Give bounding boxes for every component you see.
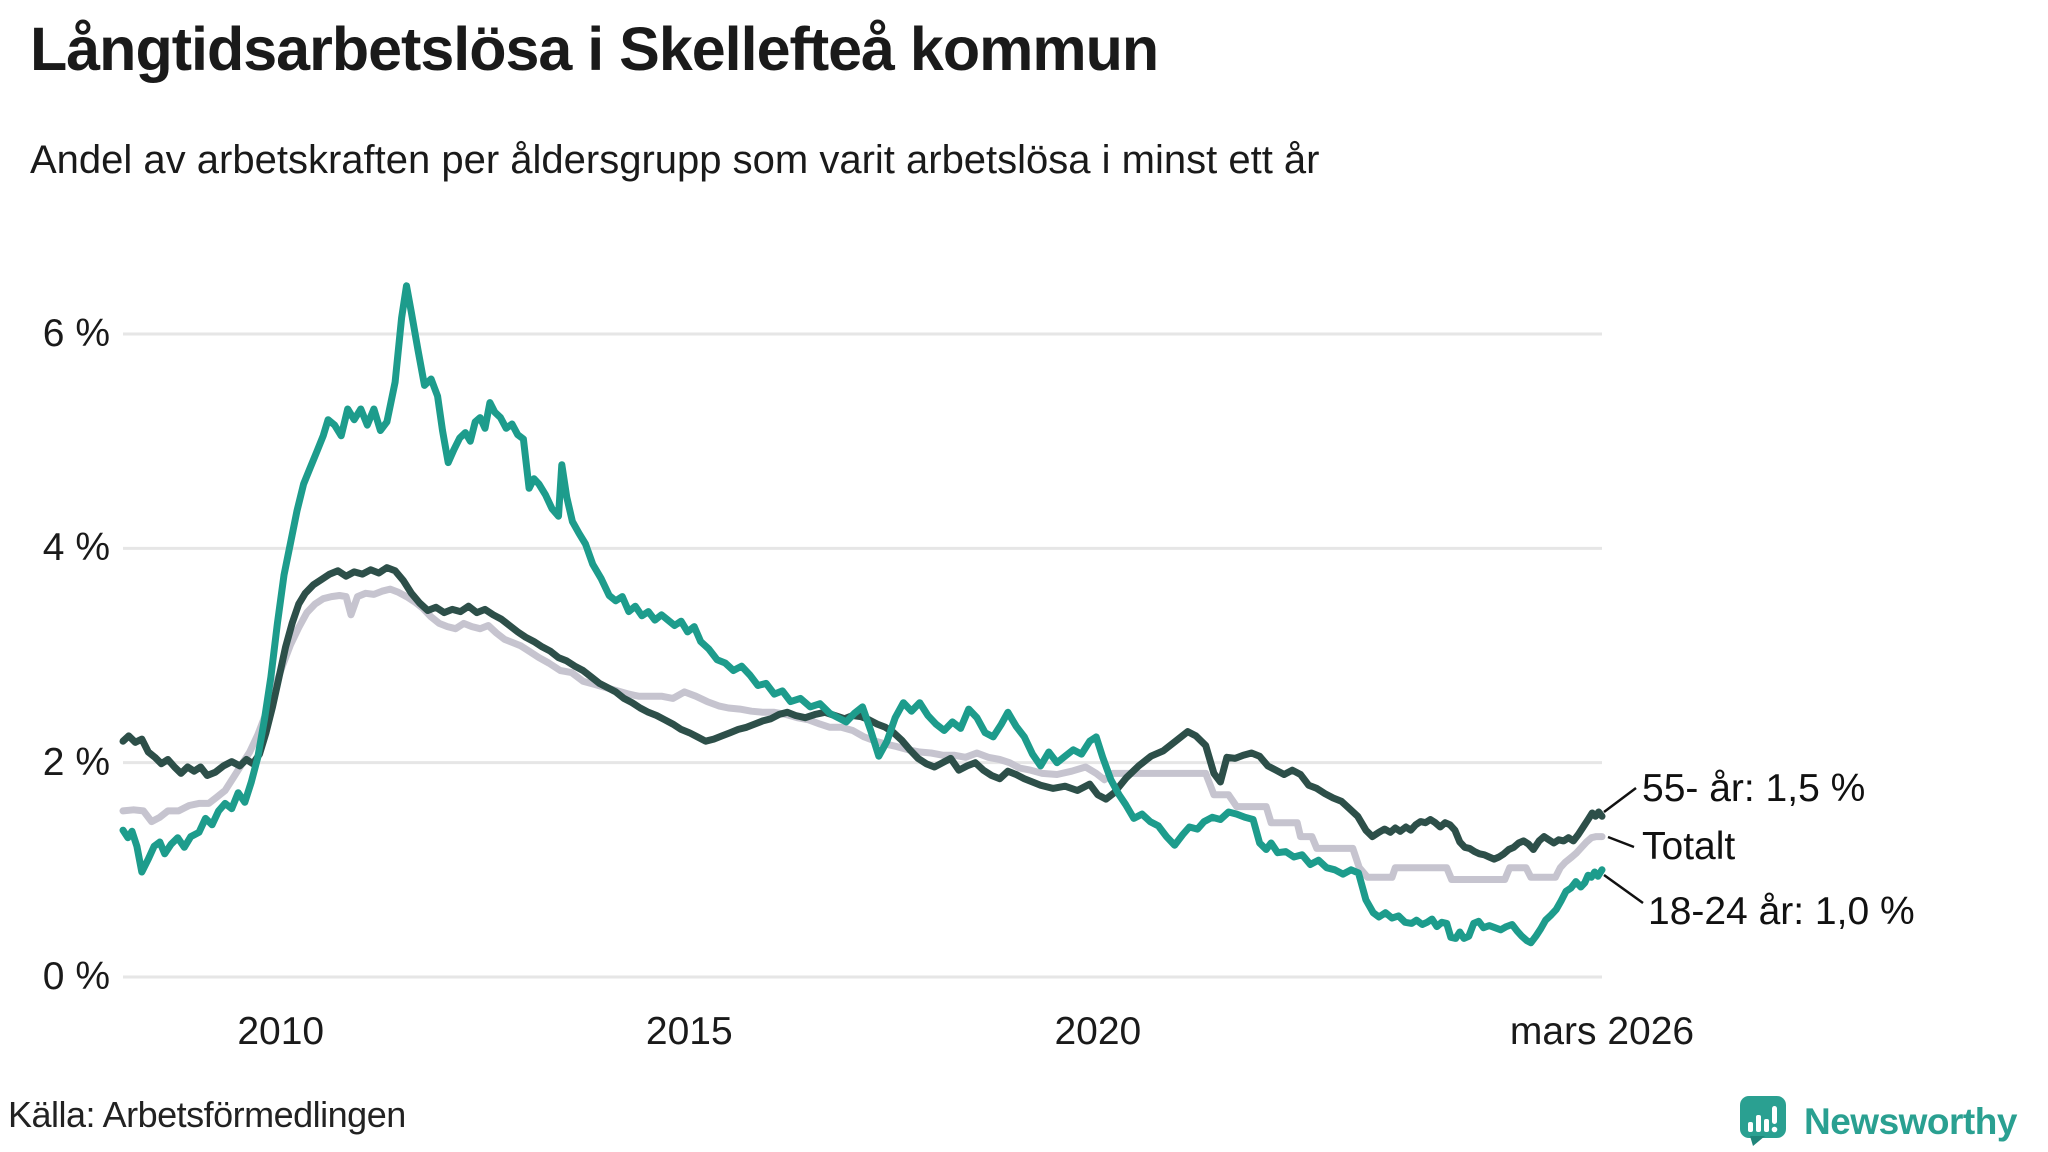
gridlines	[123, 332, 1602, 979]
end-label-total: Totalt	[1642, 825, 1736, 868]
end-label-18-24-years: 18-24 år: 1,0 %	[1648, 890, 1915, 933]
newsworthy-logo-text: Newsworthy	[1804, 1101, 2017, 1142]
series-line-18-24 år	[119, 282, 1606, 947]
series-lines	[119, 282, 1606, 947]
label-connector-lines	[1603, 787, 1644, 905]
y-tick-label: 4 %	[42, 526, 110, 570]
newsworthy-logo-icon	[1740, 1096, 1786, 1146]
page-subtitle: Andel av arbetskraften per åldersgrupp s…	[30, 138, 1320, 182]
x-tick-label: 2010	[237, 1010, 325, 1053]
y-tick-label: 2 %	[42, 740, 110, 784]
page-title: Långtidsarbetslösa i Skellefteå kommun	[30, 15, 1159, 83]
source-note: Källa: Arbetsförmedlingen	[8, 1094, 406, 1135]
x-tick-label: 2020	[1054, 1010, 1142, 1053]
series-line-Totalt	[119, 585, 1606, 883]
x-tick-label: 2015	[645, 1010, 733, 1053]
series-line-55- år	[119, 564, 1606, 863]
x-tick-label: mars 2026	[1509, 1010, 1695, 1053]
y-tick-label: 0 %	[42, 955, 110, 998]
end-label-55-years: 55- år: 1,5 %	[1642, 767, 1866, 810]
y-tick-label: 6 %	[42, 312, 110, 355]
